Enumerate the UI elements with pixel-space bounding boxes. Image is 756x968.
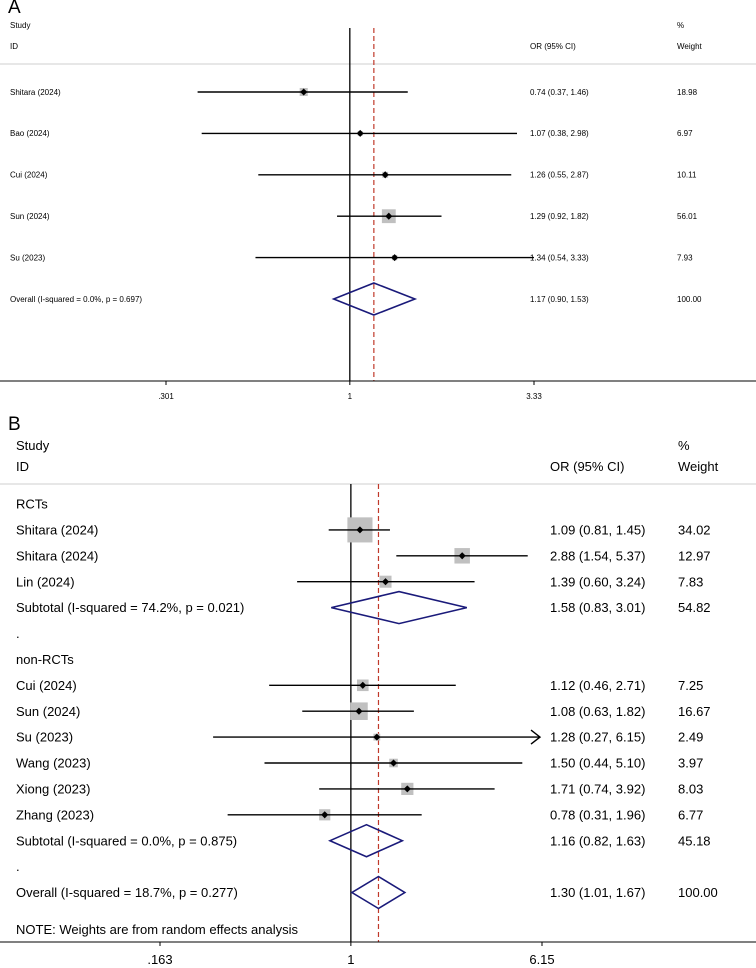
point-estimate-marker: [389, 759, 398, 767]
or-ci-value: 1.71 (0.74, 3.92): [550, 781, 645, 796]
or-ci-value: 1.09 (0.81, 1.45): [550, 522, 645, 537]
header-percent: %: [678, 438, 690, 453]
x-tick-label: 6.15: [529, 952, 554, 967]
or-ci-value: 0.74 (0.37, 1.46): [530, 88, 589, 97]
row-label: Su (2023): [16, 730, 73, 745]
or-ci-value: 1.29 (0.92, 1.82): [530, 212, 589, 221]
weight-value: 54.82: [678, 600, 711, 615]
or-ci-value: 1.30 (1.01, 1.67): [550, 885, 645, 900]
or-ci-value: 1.17 (0.90, 1.53): [530, 295, 589, 304]
point-estimate-marker: [373, 733, 381, 741]
or-ci-value: 1.07 (0.38, 2.98): [530, 129, 589, 138]
row-label: Overall (I-squared = 18.7%, p = 0.277): [16, 885, 238, 900]
row-label: Sun (2024): [16, 704, 80, 719]
row-label: Overall (I-squared = 0.0%, p = 0.697): [10, 295, 142, 304]
row-label: Xiong (2023): [16, 781, 90, 796]
subtotal-diamond: [331, 590, 468, 625]
group-label: non-RCTs: [16, 652, 74, 667]
weights-note: NOTE: Weights are from random effects an…: [16, 922, 299, 937]
header-or-ci: OR (95% CI): [550, 459, 624, 474]
header-percent: %: [677, 21, 684, 30]
group-label: .: [16, 626, 20, 641]
subtotal-diamond: [327, 823, 405, 858]
point-estimate-marker: [381, 578, 390, 586]
or-ci-value: 2.88 (1.54, 5.37): [550, 548, 645, 563]
header-study: Study: [16, 438, 50, 453]
row-label: Bao (2024): [10, 129, 50, 138]
header-weight: Weight: [677, 42, 703, 51]
weight-value: 34.02: [678, 522, 711, 537]
row-label: Shitara (2024): [10, 88, 61, 97]
group-label: .: [16, 859, 20, 874]
x-tick-label: 1: [348, 392, 353, 401]
row-label: Su (2023): [10, 253, 45, 262]
row-label: Shitara (2024): [16, 522, 98, 537]
header-weight: Weight: [678, 459, 719, 474]
weight-value: 18.98: [677, 88, 698, 97]
or-ci-value: 1.12 (0.46, 2.71): [550, 678, 645, 693]
x-tick-label: 1: [347, 952, 354, 967]
header-id: ID: [10, 42, 18, 51]
point-estimate-marker: [391, 254, 399, 262]
weight-value: 100.00: [677, 295, 702, 304]
or-ci-value: 1.58 (0.83, 3.01): [550, 600, 645, 615]
weight-value: 3.97: [678, 756, 703, 771]
weight-value: 16.67: [678, 704, 711, 719]
weight-value: 2.49: [678, 730, 703, 745]
weight-value: 7.93: [677, 253, 693, 262]
weight-value: 100.00: [678, 885, 718, 900]
weight-value: 10.11: [677, 171, 697, 180]
forest-plot-b: B Study ID OR (95% CI)% Weight RCTs Shitara (…: [0, 412, 756, 968]
or-ci-value: 1.16 (0.82, 1.63): [550, 833, 645, 848]
panel-label-b: B: [8, 414, 21, 435]
overall-diamond: [331, 282, 418, 316]
weight-value: 12.97: [678, 548, 711, 563]
weight-value: 6.77: [678, 807, 703, 822]
weight-value: 8.03: [678, 781, 703, 796]
weight-value: 56.01: [677, 212, 698, 221]
row-label: Zhang (2023): [16, 807, 94, 822]
row-label: Subtotal (I-squared = 74.2%, p = 0.021): [16, 600, 244, 615]
or-ci-value: 1.28 (0.27, 6.15): [550, 730, 645, 745]
row-label: Wang (2023): [16, 756, 91, 771]
x-tick-label: 3.33: [526, 392, 542, 401]
point-estimate-marker: [385, 212, 393, 220]
or-ci-value: 1.50 (0.44, 5.10): [550, 756, 645, 771]
panel-label-a: A: [8, 0, 21, 18]
or-ci-value: 1.34 (0.54, 3.33): [530, 253, 589, 262]
row-label: Lin (2024): [16, 574, 75, 589]
point-estimate-marker: [403, 785, 411, 793]
or-ci-value: 1.26 (0.55, 2.87): [530, 171, 589, 180]
forest-plot-b-svg: Study ID OR (95% CI)% Weight RCTs Shitara (20…: [0, 438, 756, 967]
point-estimate-marker: [356, 129, 364, 137]
row-label: Sun (2024): [10, 212, 50, 221]
forest-plot-a-svg: Study ID OR (95% CI)% Weight Shitara (2024) 0…: [0, 21, 756, 401]
weight-value: 45.18: [678, 833, 711, 848]
point-estimate-marker: [381, 171, 389, 179]
point-estimate-marker: [355, 707, 363, 715]
group-label: RCTs: [16, 497, 48, 512]
overall-diamond: [350, 875, 407, 910]
forest-plot-a: A Study ID OR (95% CI)% Weight Shitara (2024…: [0, 0, 756, 410]
weight-value: 6.97: [677, 129, 693, 138]
row-label: Cui (2024): [10, 171, 48, 180]
ci-arrow: [530, 729, 542, 745]
point-estimate-marker: [300, 88, 308, 96]
or-ci-value: 1.08 (0.63, 1.82): [550, 704, 645, 719]
or-ci-value: 0.78 (0.31, 1.96): [550, 807, 645, 822]
header-or-ci: OR (95% CI): [530, 42, 576, 51]
x-tick-label: .163: [147, 952, 172, 967]
point-estimate-marker: [458, 552, 466, 560]
header-id: ID: [16, 459, 29, 474]
weight-value: 7.25: [678, 678, 703, 693]
point-estimate-marker: [321, 811, 329, 819]
point-estimate-marker: [359, 681, 367, 689]
row-label: Shitara (2024): [16, 548, 98, 563]
weight-value: 7.83: [678, 574, 703, 589]
header-study: Study: [10, 21, 30, 30]
row-label: Cui (2024): [16, 678, 77, 693]
x-tick-label: .301: [158, 392, 174, 401]
row-label: Subtotal (I-squared = 0.0%, p = 0.875): [16, 833, 237, 848]
or-ci-value: 1.39 (0.60, 3.24): [550, 574, 645, 589]
